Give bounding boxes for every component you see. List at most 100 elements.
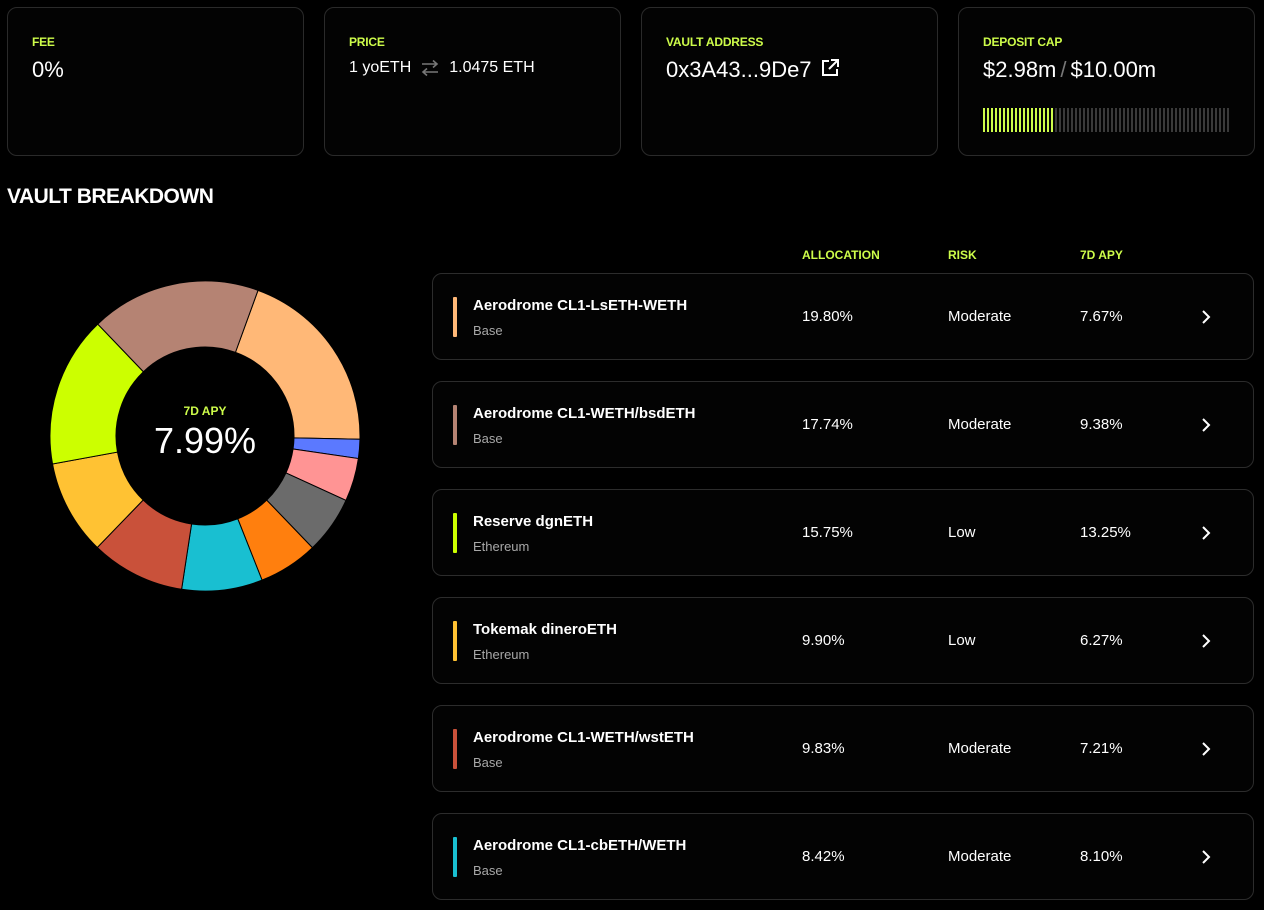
row-color-accent xyxy=(453,513,457,553)
cap-tick xyxy=(1031,108,1033,132)
cap-tick xyxy=(1039,108,1041,132)
strategy-name: Reserve dgnETH xyxy=(473,513,594,530)
strategy-chain: Base xyxy=(473,755,503,770)
vault-address-card: VAULT ADDRESS 0x3A43...9De7 xyxy=(641,7,938,156)
cap-tick xyxy=(1051,108,1053,132)
cap-tick xyxy=(1223,108,1225,132)
strategy-name: Aerodrome CL1-WETH/wstETH xyxy=(473,729,694,746)
row-color-accent xyxy=(453,405,457,445)
cap-tick xyxy=(1027,108,1029,132)
cap-tick xyxy=(1171,108,1173,132)
cap-tick xyxy=(1191,108,1193,132)
strategy-chain: Base xyxy=(473,863,503,878)
cap-tick xyxy=(1063,108,1065,132)
cap-tick xyxy=(1103,108,1105,132)
cap-tick xyxy=(1187,108,1189,132)
cap-tick xyxy=(991,108,993,132)
cap-tick xyxy=(1079,108,1081,132)
vault-address-text[interactable]: 0x3A43...9De7 xyxy=(666,57,812,82)
donut-slice xyxy=(97,280,259,373)
strategy-chain: Base xyxy=(473,431,503,446)
price-right: 1.0475 ETH xyxy=(449,59,535,76)
fee-value: 0% xyxy=(32,57,64,82)
cap-tick xyxy=(1083,108,1085,132)
cap-tick xyxy=(1163,108,1165,132)
donut-center-value: 7.99% xyxy=(153,420,257,461)
strategy-row[interactable]: Aerodrome CL1-LsETH-WETH Base 19.80% Modera… xyxy=(432,273,1254,360)
row-color-accent xyxy=(453,837,457,877)
chevron-right-icon[interactable] xyxy=(1199,523,1213,543)
strategy-row[interactable]: Tokemak dineroETH Ethereum 9.90% Low 6.27% xyxy=(432,597,1254,684)
strategy-allocation: 15.75% xyxy=(802,524,853,541)
strategy-allocation: 17.74% xyxy=(802,416,853,433)
donut-svg xyxy=(49,280,361,592)
cap-tick xyxy=(983,108,985,132)
cap-tick xyxy=(1075,108,1077,132)
fee-label: FEE xyxy=(32,35,55,49)
price-card: PRICE 1 yoETH 1.0475 ETH xyxy=(324,7,621,156)
chevron-right-icon[interactable] xyxy=(1199,415,1213,435)
cap-tick xyxy=(1151,108,1153,132)
cap-tick xyxy=(1115,108,1117,132)
column-header-apy: 7D APY xyxy=(1080,248,1123,262)
cap-tick xyxy=(1035,108,1037,132)
cap-tick xyxy=(1091,108,1093,132)
row-color-accent xyxy=(453,297,457,337)
strategy-risk: Moderate xyxy=(948,416,1012,433)
cap-tick xyxy=(1015,108,1017,132)
cap-tick xyxy=(1087,108,1089,132)
cap-tick xyxy=(1043,108,1045,132)
cap-tick xyxy=(1071,108,1073,132)
cap-tick xyxy=(1159,108,1161,132)
cap-tick xyxy=(1123,108,1125,132)
chevron-right-icon[interactable] xyxy=(1199,847,1213,867)
strategy-allocation: 19.80% xyxy=(802,308,853,325)
deposit-cap-card: DEPOSIT CAP $2.98m / $10.00m xyxy=(958,7,1255,156)
cap-tick xyxy=(987,108,989,132)
deposit-cap-label: DEPOSIT CAP xyxy=(983,35,1063,49)
deposit-cap-separator: / xyxy=(1060,57,1067,82)
cap-tick xyxy=(1203,108,1205,132)
cap-tick xyxy=(999,108,1001,132)
cap-tick xyxy=(1207,108,1209,132)
cap-tick xyxy=(1127,108,1129,132)
chevron-right-icon[interactable] xyxy=(1199,739,1213,759)
chevron-right-icon[interactable] xyxy=(1199,631,1213,651)
strategy-risk: Moderate xyxy=(948,848,1012,865)
strategy-allocation: 9.90% xyxy=(802,632,845,649)
cap-tick xyxy=(995,108,997,132)
deposit-cap-current: $2.98m xyxy=(983,57,1057,82)
chevron-right-icon[interactable] xyxy=(1199,307,1213,327)
section-title: VAULT BREAKDOWN xyxy=(7,185,214,208)
fee-card: FEE 0% xyxy=(7,7,304,156)
cap-tick xyxy=(1195,108,1197,132)
strategy-row[interactable]: Aerodrome CL1-cbETH/WETH Base 8.42% Moderat… xyxy=(432,813,1254,900)
strategy-risk: Moderate xyxy=(948,740,1012,757)
cap-tick xyxy=(1139,108,1141,132)
strategy-chain: Ethereum xyxy=(473,647,530,662)
strategy-row[interactable]: Aerodrome CL1-WETH/bsdETH Base 17.74% Moder… xyxy=(432,381,1254,468)
vault-address-value[interactable]: 0x3A43...9De7 xyxy=(666,57,913,83)
strategy-row[interactable]: Reserve dgnETH Ethereum 15.75% Low 13.25% xyxy=(432,489,1254,576)
cap-tick xyxy=(1095,108,1097,132)
price-left: 1 yoETH xyxy=(349,59,412,76)
cap-tick xyxy=(1111,108,1113,132)
strategy-row[interactable]: Aerodrome CL1-WETH/wstETH Base 9.83% Modera… xyxy=(432,705,1254,792)
deposit-cap-max: $10.00m xyxy=(1070,57,1157,82)
external-link-icon[interactable] xyxy=(820,58,840,78)
strategy-name: Aerodrome CL1-cbETH/WETH xyxy=(473,837,687,854)
strategy-chain: Base xyxy=(473,323,503,338)
cap-tick xyxy=(1099,108,1101,132)
strategy-apy: 13.25% xyxy=(1080,524,1131,541)
cap-tick xyxy=(1011,108,1013,132)
deposit-cap-progress xyxy=(983,108,1231,132)
cap-tick xyxy=(1183,108,1185,132)
strategy-apy: 9.38% xyxy=(1080,416,1123,433)
cap-tick xyxy=(1131,108,1133,132)
cap-tick xyxy=(1155,108,1157,132)
cap-tick xyxy=(1219,108,1221,132)
price-label: PRICE xyxy=(349,35,385,49)
cap-tick xyxy=(1107,108,1109,132)
cap-tick xyxy=(1007,108,1009,132)
strategy-name: Aerodrome CL1-WETH/bsdETH xyxy=(473,405,696,422)
